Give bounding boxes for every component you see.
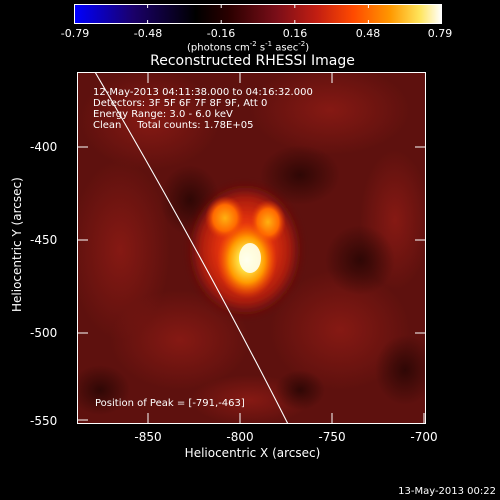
x-axis-label: Heliocentric X (arcsec) — [184, 446, 321, 460]
plot-title: Reconstructed RHESSI Image — [150, 53, 355, 69]
info-method-counts: Clean Total counts: 1.78E+05 — [93, 120, 254, 131]
y-tick-label: -500 — [30, 326, 58, 340]
y-tick-label: -550 — [30, 414, 58, 428]
rhessi-image — [77, 72, 426, 424]
colorbar-tick: -0.48 — [133, 27, 163, 40]
axis-ticks — [78, 73, 425, 423]
y-axis-label: Heliocentric Y (arcsec) — [10, 177, 24, 312]
x-tick-label: -850 — [134, 430, 162, 444]
solar-limb-line — [94, 72, 289, 424]
info-time-range: 12-May-2013 04:11:38.000 to 04:16:32.000 — [93, 87, 313, 98]
x-tick-label: -700 — [410, 430, 438, 444]
y-tick-label: -450 — [30, 233, 58, 247]
colorbar-tick: 0.16 — [282, 27, 308, 40]
x-tick-label: -800 — [226, 430, 254, 444]
colorbar-unit-label: (photons cm-2 s-1 asec-2) — [187, 40, 310, 54]
y-tick-label: -400 — [30, 140, 58, 154]
info-detectors: Detectors: 3F 5F 6F 7F 8F 9F, Att 0 — [93, 98, 268, 109]
colorbar-tick: -0.16 — [206, 27, 236, 40]
colorbar — [74, 4, 442, 24]
colorbar-tick: 0.79 — [427, 27, 453, 40]
colorbar-tick: -0.79 — [60, 27, 90, 40]
info-energy-range: Energy Range: 3.0 - 6.0 keV — [93, 109, 233, 120]
peak-position-label: Position of Peak = [-791,-463] — [95, 398, 245, 409]
x-tick-label: -750 — [318, 430, 346, 444]
colorbar-tick: 0.48 — [355, 27, 381, 40]
footer-timestamp: 13-May-2013 00:22 — [398, 486, 496, 497]
